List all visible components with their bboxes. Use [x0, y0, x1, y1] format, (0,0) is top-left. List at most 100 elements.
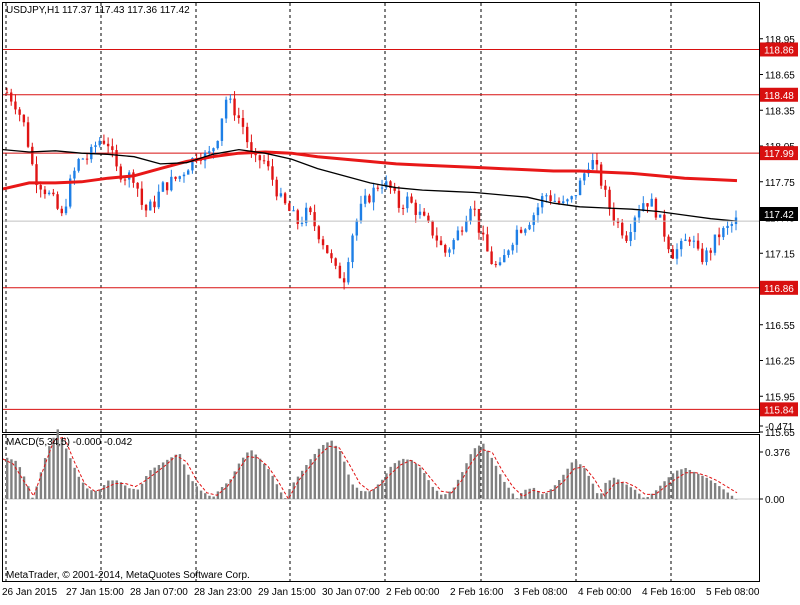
y-tick-label: 117.15: [765, 249, 795, 260]
macd-bar: [600, 493, 603, 499]
candle-body: [5, 92, 9, 94]
candle-body: [149, 201, 152, 211]
macd-bar: [562, 474, 565, 499]
macd-bar: [347, 474, 350, 499]
macd-bar: [583, 468, 586, 499]
macd-bar: [86, 488, 89, 499]
candle-body: [595, 160, 599, 165]
candle-body: [111, 146, 114, 151]
candle-body: [161, 182, 165, 192]
candle-body: [212, 148, 215, 152]
macd-bar: [730, 495, 734, 499]
macd-bar: [191, 481, 194, 499]
macd-bar: [507, 487, 510, 499]
macd-bar: [48, 446, 51, 499]
level-label: 117.99: [764, 149, 794, 160]
candle-body: [465, 220, 468, 232]
candle-body: [292, 210, 295, 212]
candle-body: [553, 200, 557, 202]
macd-bar: [111, 480, 114, 499]
copyright-label: MetaTrader, © 2001-2014, MetaQuotes Soft…: [6, 570, 250, 581]
macd-bar: [263, 463, 266, 499]
macd-bar: [735, 499, 738, 500]
macd-bar: [60, 438, 64, 499]
macd-bar: [330, 440, 333, 499]
candle-body: [52, 192, 55, 195]
candle-body: [140, 188, 144, 205]
macd-bar: [225, 483, 228, 499]
macd-bar: [149, 470, 152, 499]
level-badge: [760, 42, 798, 57]
macd-bar: [482, 443, 485, 499]
candle-body: [229, 98, 232, 100]
candle-body: [583, 173, 586, 181]
macd-bar: [292, 482, 295, 499]
candle-body: [444, 245, 447, 253]
candle-body: [136, 182, 139, 189]
candle-body: [330, 253, 333, 259]
macd-bar: [646, 496, 649, 499]
macd-bar: [161, 462, 165, 499]
x-tick-label: 2 Feb 16:00: [450, 587, 504, 598]
candle-body: [481, 232, 485, 235]
candle-body: [717, 234, 721, 238]
macd-bar: [115, 480, 118, 499]
macd-bar: [258, 458, 262, 499]
macd-bar: [393, 463, 397, 499]
macd-bar: [663, 481, 666, 499]
macd-bar: [617, 479, 620, 499]
x-tick-label: 3 Feb 08:00: [514, 587, 568, 598]
macd-bar: [195, 486, 199, 499]
candle-body: [621, 222, 624, 236]
macd-bar: [570, 462, 574, 499]
candle-body: [342, 278, 346, 283]
macd-bar: [688, 469, 692, 499]
macd-bar: [338, 450, 342, 499]
macd-bar: [77, 476, 81, 499]
macd-bar: [107, 480, 110, 499]
macd-bar: [654, 490, 658, 499]
macd-bar: [275, 484, 279, 499]
y-tick-label: 115.95: [765, 392, 795, 403]
candle-body: [709, 250, 712, 253]
candle-body: [267, 160, 270, 167]
x-tick-label: 4 Feb 00:00: [578, 587, 632, 598]
macd-bar: [705, 477, 708, 499]
macd-bar: [22, 476, 26, 499]
candle-body: [730, 224, 733, 226]
candle-body: [372, 187, 375, 203]
macd-bar: [473, 448, 477, 499]
macd-bar: [52, 437, 55, 499]
candle-body: [637, 210, 641, 218]
candle-body: [300, 222, 304, 224]
candle-body: [574, 195, 578, 197]
macd-bar: [305, 464, 308, 499]
macd-bar: [701, 475, 704, 499]
candle-body: [182, 174, 186, 177]
macd-bar: [128, 488, 131, 499]
candle-body: [511, 244, 514, 251]
level-label: 115.84: [764, 405, 794, 416]
candle-body: [486, 234, 489, 252]
macd-bar: [220, 487, 224, 499]
macd-bar: [612, 477, 616, 499]
candle-body: [658, 214, 662, 218]
macd-bar: [250, 450, 253, 499]
macd-bar: [490, 457, 493, 499]
macd-bar: [368, 491, 371, 499]
candle-body: [233, 98, 236, 116]
candle-body: [170, 176, 173, 191]
horizontal-levels[interactable]: [3, 48, 759, 410]
current-price-badge: [760, 207, 798, 221]
macd-bar: [423, 473, 426, 499]
candle-body: [473, 208, 476, 210]
y-tick-label: 115.65: [765, 428, 795, 439]
candle-body: [460, 230, 464, 232]
macd-bar: [435, 490, 439, 499]
macd-bar: [355, 487, 359, 499]
candle-body: [56, 194, 59, 209]
candle-body: [73, 170, 76, 179]
candle-body: [224, 99, 228, 119]
candle-body: [262, 160, 266, 162]
